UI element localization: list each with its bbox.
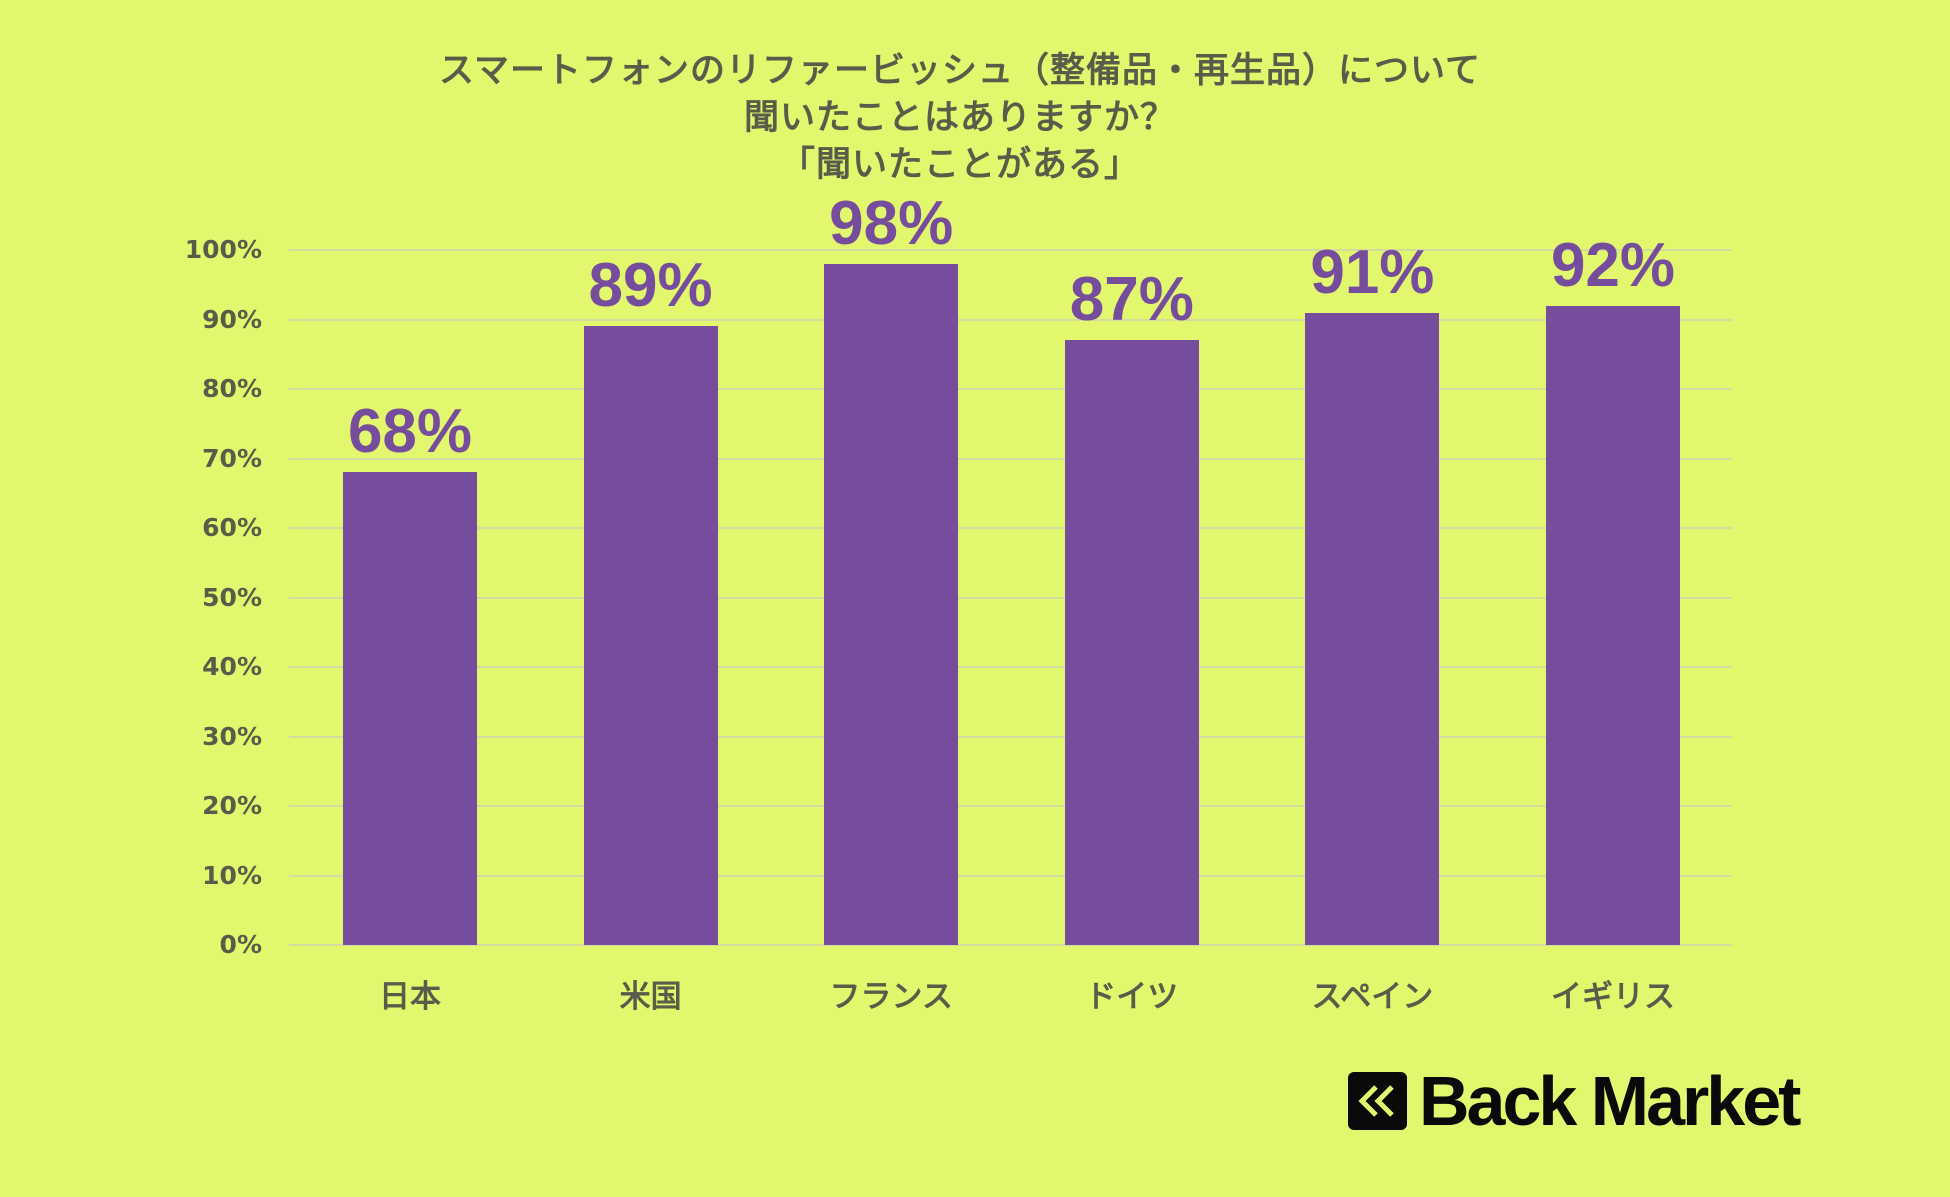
gridline-10 xyxy=(289,874,1732,877)
y-tick-label: 90% xyxy=(202,304,262,334)
data-label-germany: 87% xyxy=(1069,265,1194,335)
double-chevron-left-icon xyxy=(1348,1072,1407,1130)
y-tick-label: 20% xyxy=(202,791,262,820)
x-tick-label-spain: スペイン xyxy=(1311,979,1434,1015)
gridline-100 xyxy=(289,249,1732,251)
y-tick-label: 50% xyxy=(202,582,262,612)
data-label-japan: 68% xyxy=(347,397,473,467)
gridline-80 xyxy=(289,388,1732,390)
y-tick-label: 60% xyxy=(202,513,262,542)
x-tick-label-japan: 日本 xyxy=(379,979,441,1015)
data-label-france: 98% xyxy=(829,188,954,258)
y-tick-label: 80% xyxy=(202,374,262,403)
y-tick-label: 100% xyxy=(184,235,262,264)
bar-spain xyxy=(1305,312,1440,945)
gridline-90 xyxy=(289,318,1732,321)
bar-usa xyxy=(583,326,718,945)
gridline-20 xyxy=(289,805,1732,807)
bar-japan xyxy=(343,472,477,945)
y-tick-label: 70% xyxy=(202,443,262,473)
chart-title-line-1: スマートフォンのリファービッシュ（整備品・再生品）について xyxy=(439,51,1481,91)
gridline-70 xyxy=(289,457,1732,460)
chart-title: スマートフォンのリファービッシュ（整備品・再生品）について 聞いたことはあります… xyxy=(0,48,1920,189)
chart-title-line-2: 聞いたことはありますか？ xyxy=(743,98,1176,138)
y-tick-label: 10% xyxy=(202,860,262,890)
x-tick-label-france: フランス xyxy=(829,979,953,1015)
data-label-usa: 89% xyxy=(588,251,713,321)
data-label-uk: 92% xyxy=(1550,230,1676,300)
x-tick-label-germany: ドイツ xyxy=(1085,979,1179,1015)
bar-germany xyxy=(1064,340,1199,945)
y-tick-label: 30% xyxy=(202,721,262,751)
back-market-logo: Back Market xyxy=(1348,1062,1801,1140)
bar-uk xyxy=(1546,305,1680,945)
x-tick-label-usa: 米国 xyxy=(619,979,682,1015)
chart-title-line-3: 「聞いたことがある」 xyxy=(779,145,1140,185)
y-tick-label: 40% xyxy=(202,652,262,681)
y-tick-label: 0% xyxy=(219,930,262,959)
x-tick-label-uk: イギリス xyxy=(1551,979,1675,1015)
bar-france xyxy=(824,263,959,945)
gridline-60 xyxy=(289,527,1732,529)
gridline-40 xyxy=(289,666,1732,668)
gridline-30 xyxy=(289,735,1732,738)
data-label-spain: 91% xyxy=(1310,237,1435,307)
logo-wordmark: Back Market xyxy=(1419,1062,1801,1140)
gridline-0 xyxy=(289,944,1732,946)
gridline-50 xyxy=(289,596,1732,599)
